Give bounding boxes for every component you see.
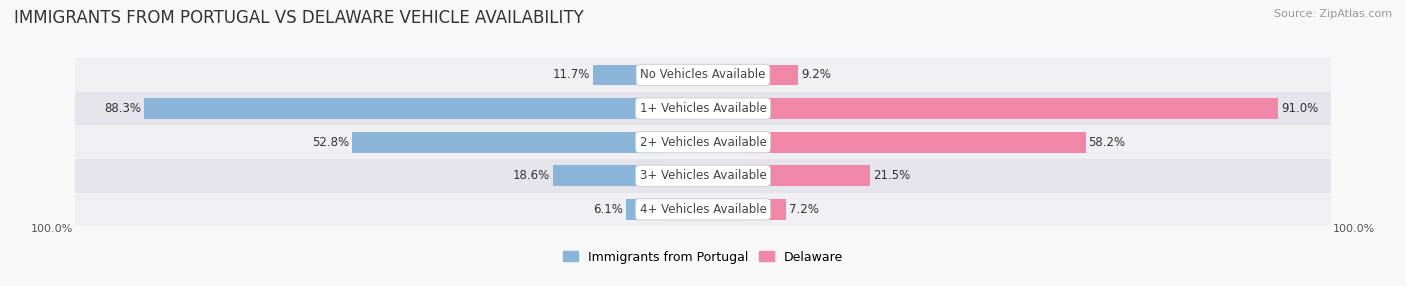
Text: 6.1%: 6.1% — [593, 203, 623, 216]
Text: 18.6%: 18.6% — [513, 169, 550, 182]
Text: No Vehicles Available: No Vehicles Available — [640, 68, 766, 82]
Bar — [75, 58, 1331, 92]
Bar — [75, 125, 1331, 159]
Bar — [744, 199, 786, 220]
Bar — [75, 192, 1331, 226]
Bar — [553, 165, 662, 186]
Text: 4+ Vehicles Available: 4+ Vehicles Available — [640, 203, 766, 216]
Text: Source: ZipAtlas.com: Source: ZipAtlas.com — [1274, 9, 1392, 19]
Bar — [352, 132, 662, 152]
Bar — [626, 199, 662, 220]
Bar — [744, 98, 1278, 119]
Bar — [744, 165, 870, 186]
Text: 1+ Vehicles Available: 1+ Vehicles Available — [640, 102, 766, 115]
Bar — [593, 65, 662, 86]
Bar — [744, 132, 1085, 152]
Text: 3+ Vehicles Available: 3+ Vehicles Available — [640, 169, 766, 182]
Text: 2+ Vehicles Available: 2+ Vehicles Available — [640, 136, 766, 149]
Text: 91.0%: 91.0% — [1281, 102, 1319, 115]
Text: 7.2%: 7.2% — [789, 203, 820, 216]
Text: IMMIGRANTS FROM PORTUGAL VS DELAWARE VEHICLE AVAILABILITY: IMMIGRANTS FROM PORTUGAL VS DELAWARE VEH… — [14, 9, 583, 27]
Bar — [75, 92, 1331, 125]
Text: 88.3%: 88.3% — [104, 102, 141, 115]
Text: 9.2%: 9.2% — [801, 68, 831, 82]
Bar — [744, 65, 799, 86]
Text: 100.0%: 100.0% — [1333, 224, 1375, 233]
Legend: Immigrants from Portugal, Delaware: Immigrants from Portugal, Delaware — [558, 246, 848, 269]
Text: 52.8%: 52.8% — [312, 136, 349, 149]
Text: 58.2%: 58.2% — [1088, 136, 1126, 149]
Bar — [75, 159, 1331, 192]
Text: 21.5%: 21.5% — [873, 169, 911, 182]
Bar — [143, 98, 662, 119]
Text: 100.0%: 100.0% — [31, 224, 73, 233]
Text: 11.7%: 11.7% — [553, 68, 591, 82]
